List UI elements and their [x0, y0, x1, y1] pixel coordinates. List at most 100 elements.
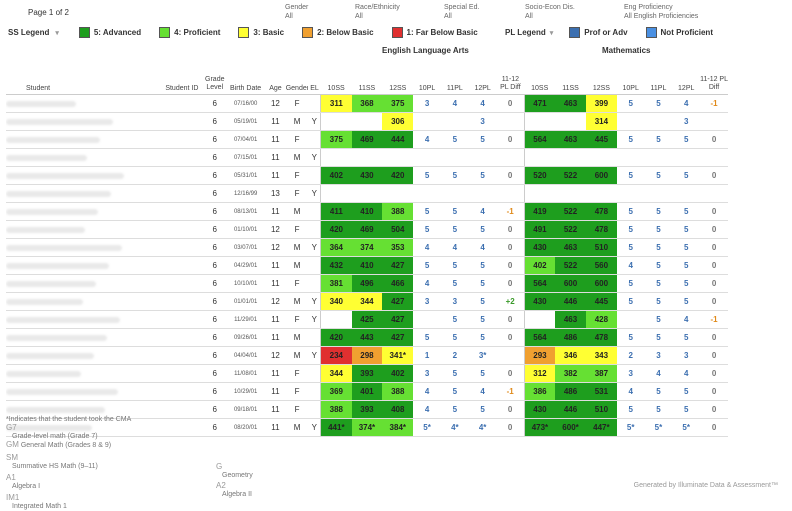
ela-pl: 3	[413, 94, 441, 113]
pl-legend: PL Legend ▾ Prof or Adv Not Proficient	[505, 27, 713, 38]
table-row: 6 11/29/01 11 F Y 425 427 5 5 0 463 428 5 4 -1	[6, 310, 728, 329]
el-flag	[308, 166, 321, 185]
ela-score: 427	[382, 292, 414, 311]
student-id	[160, 220, 204, 239]
ela-score: 425	[351, 310, 383, 329]
ela-pl: 5	[440, 274, 469, 293]
math-pl: 5	[672, 220, 701, 239]
table-header-row: Student Student ID Grade Level Birth Dat…	[6, 66, 728, 95]
math-score	[523, 148, 556, 167]
birth-date: 08/20/01	[226, 418, 266, 437]
math-score: 510	[585, 238, 617, 257]
ela-pl	[468, 148, 497, 167]
grade-level: 6	[203, 382, 227, 401]
ela-pl: 4	[468, 94, 497, 113]
col-gender: Gender	[285, 66, 309, 95]
ela-score: 353	[382, 238, 414, 257]
student-id	[160, 94, 204, 113]
math-score: 471	[523, 94, 556, 113]
ela-pl: 5	[440, 364, 469, 383]
col-student-id: Student ID	[160, 66, 204, 95]
ela-pl: 2	[440, 346, 469, 365]
ela-pl	[413, 310, 441, 329]
ela-pl: 4	[468, 382, 497, 401]
gender: F	[285, 400, 309, 419]
table-row: 6 07/04/01 11 F 375 469 444 4 5 5 0 564 463 445 5 5 5 0	[6, 130, 728, 149]
ela-pl: 4	[468, 238, 497, 257]
ela-pl-diff: 0	[496, 364, 525, 383]
ela-score	[382, 184, 414, 203]
grade-level: 6	[203, 418, 227, 437]
col-birth: Birth Date	[226, 66, 266, 95]
table-row: 6 01/10/01 12 F 420 469 504 5 5 5 0 491 522 478 5 5 5 0	[6, 220, 728, 239]
math-pl: 3	[616, 364, 645, 383]
student-name	[6, 274, 161, 293]
ela-pl-diff: -1	[496, 382, 525, 401]
student-name	[6, 400, 161, 419]
math-pl-diff: 0	[700, 418, 728, 437]
math-pl: 5	[616, 220, 645, 239]
birth-date: 10/10/01	[226, 274, 266, 293]
section-math: Mathematics	[602, 46, 651, 55]
el-flag	[308, 130, 321, 149]
ela-pl: 4	[440, 238, 469, 257]
el-flag	[308, 256, 321, 275]
student-name	[6, 166, 161, 185]
math-pl: 3	[672, 112, 701, 131]
age: 12	[265, 238, 286, 257]
ela-score	[320, 148, 352, 167]
el-flag	[308, 400, 321, 419]
ela-score: 375	[382, 94, 414, 113]
math-score: 486	[555, 328, 586, 347]
student-name	[6, 364, 161, 383]
table-row: 6 04/29/01 11 M 432 410 427 5 5 5 0 402 522 560 4 5 5 0	[6, 256, 728, 275]
ela-score	[351, 148, 383, 167]
birth-date: 10/29/01	[226, 382, 266, 401]
gender: M	[285, 238, 309, 257]
ela-pl: 5	[440, 202, 469, 221]
student-name	[6, 256, 161, 275]
grade-level: 6	[203, 220, 227, 239]
math-score: 600*	[555, 418, 586, 437]
ela-score: 388	[320, 400, 352, 419]
math-pl-diff: 0	[700, 256, 728, 275]
student-id	[160, 184, 204, 203]
filter-gender: Gender All	[285, 4, 309, 20]
ela-score: 469	[351, 130, 383, 149]
ela-pl-diff: +2	[496, 292, 525, 311]
student-id	[160, 166, 204, 185]
grade-level: 6	[203, 274, 227, 293]
ela-score: 496	[351, 274, 383, 293]
gender: F	[285, 220, 309, 239]
student-name	[6, 418, 161, 437]
math-score: 312	[523, 364, 556, 383]
ela-score: 374	[351, 238, 383, 257]
ela-pl-diff	[496, 148, 525, 167]
ela-pl-diff: 0	[496, 220, 525, 239]
student-id	[160, 238, 204, 257]
math-score: 387	[585, 364, 617, 383]
age: 11	[265, 274, 286, 293]
ela-score: 364	[320, 238, 352, 257]
math-pl-diff: -1	[700, 310, 728, 329]
col-math-11pl: 11PL	[644, 66, 673, 95]
col-math-12pl: 12PL	[672, 66, 701, 95]
ela-pl-diff	[496, 184, 525, 203]
col-el: EL	[308, 66, 321, 95]
filter-eng-proficiency: Eng Proficiency All English Proficiencies	[624, 4, 699, 20]
ela-pl: 5	[468, 274, 497, 293]
math-score: 343	[585, 346, 617, 365]
math-score: 386	[523, 382, 556, 401]
ela-score: 402	[320, 166, 352, 185]
ela-score: 411	[320, 202, 352, 221]
ela-score: 384*	[382, 418, 414, 437]
math-pl: 5	[644, 166, 673, 185]
math-pl: 5	[672, 166, 701, 185]
math-pl: 3	[644, 346, 673, 365]
ela-score: 375	[320, 130, 352, 149]
ela-pl: 5	[468, 364, 497, 383]
ela-pl-diff: 0	[496, 310, 525, 329]
math-pl: 4	[672, 94, 701, 113]
ela-score: 410	[351, 202, 383, 221]
grade-level: 6	[203, 310, 227, 329]
